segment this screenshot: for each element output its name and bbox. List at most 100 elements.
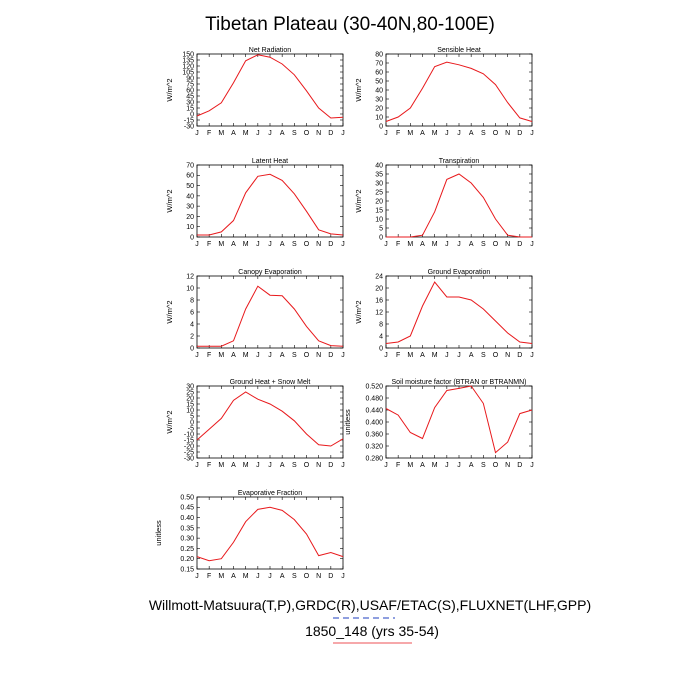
x-tick-label: M [432, 352, 438, 359]
y-tick-label: 10 [186, 224, 194, 231]
y-tick-label: 10 [186, 285, 194, 292]
y-tick-label: 0.50 [180, 494, 194, 501]
y-tick-label: 40 [186, 193, 194, 200]
x-tick-label: J [195, 241, 199, 248]
x-tick-label: M [243, 130, 249, 137]
x-tick-label: O [493, 352, 499, 359]
y-tick-label: -20 [184, 443, 194, 450]
y-tick-label: 50 [375, 78, 383, 85]
y-tick-label: 90 [186, 75, 194, 82]
y-tick-label: 20 [375, 105, 383, 112]
x-tick-label: S [481, 462, 486, 469]
x-tick-label: J [195, 573, 199, 580]
y-tick-label: 20 [375, 198, 383, 205]
series-line [196, 391, 344, 447]
y-tick-label: 0 [379, 345, 383, 352]
x-tick-label: A [280, 130, 285, 137]
y-tick-label: 0.520 [365, 383, 383, 390]
panel-8: Soil moisture factor (BTRAN or BTRANMN) J… [343, 379, 534, 469]
x-tick-label: M [432, 462, 438, 469]
panel-title: Ground Evaporation [428, 269, 491, 276]
x-tick-label: F [207, 241, 211, 248]
x-tick-label: D [328, 352, 333, 359]
x-tick-label: N [505, 130, 510, 137]
panel-title: Latent Heat [252, 158, 288, 165]
x-tick-label: J [530, 130, 534, 137]
x-tick-label: J [457, 352, 461, 359]
x-tick-label: J [341, 462, 345, 469]
y-axis-label: W/m^2 [354, 300, 363, 323]
y-tick-label: 30 [186, 383, 194, 390]
figure-title: Tibetan Plateau (30-40N,80-100E) [205, 14, 495, 35]
series-line [196, 506, 344, 562]
x-tick-label: D [517, 462, 522, 469]
y-tick-label: 0.480 [365, 395, 383, 402]
x-tick-label: J [268, 573, 272, 580]
y-tick-label: 20 [375, 285, 383, 292]
y-tick-label: 20 [186, 395, 194, 402]
x-tick-label: S [481, 241, 486, 248]
y-tick-label: 16 [375, 297, 383, 304]
x-tick-label: J [457, 130, 461, 137]
x-tick-label: M [218, 352, 224, 359]
plot-frame [196, 275, 344, 349]
x-tick-label: M [407, 130, 413, 137]
y-tick-label: 24 [375, 273, 383, 280]
x-tick-label: A [469, 462, 474, 469]
x-tick-label: F [396, 462, 400, 469]
x-tick-label: A [420, 241, 425, 248]
x-tick-label: O [493, 462, 499, 469]
x-tick-label: O [304, 130, 310, 137]
x-tick-label: N [316, 462, 321, 469]
x-tick-label: J [341, 573, 345, 580]
x-tick-label: N [505, 462, 510, 469]
y-tick-label: 8 [379, 321, 383, 328]
y-tick-label: 60 [375, 69, 383, 76]
panel-title: Canopy Evaporation [238, 269, 302, 276]
x-tick-label: J [384, 241, 388, 248]
y-tick-label: 35 [375, 171, 383, 178]
x-tick-label: M [218, 462, 224, 469]
y-tick-label: 0.25 [180, 546, 194, 553]
y-tick-label: 45 [186, 93, 194, 100]
x-tick-label: A [231, 241, 236, 248]
plot-frame [196, 53, 344, 127]
y-tick-label: 0 [190, 345, 194, 352]
x-tick-label: J [530, 462, 534, 469]
y-tick-label: 0 [190, 234, 194, 241]
series-line [197, 173, 344, 236]
y-tick-label: 5 [379, 225, 383, 232]
x-tick-label: J [195, 462, 199, 469]
y-axis-label: W/m^2 [165, 189, 174, 212]
x-tick-label: M [243, 352, 249, 359]
x-tick-label: S [481, 352, 486, 359]
y-tick-label: 0.440 [365, 407, 383, 414]
plot-frame [385, 164, 533, 238]
x-tick-label: J [268, 130, 272, 137]
x-tick-label: A [280, 462, 285, 469]
x-tick-label: A [231, 130, 236, 137]
x-tick-label: M [218, 241, 224, 248]
y-tick-label: 0.320 [365, 443, 383, 450]
x-tick-label: J [457, 241, 461, 248]
y-tick-label: 60 [186, 173, 194, 180]
x-tick-label: J [268, 241, 272, 248]
x-tick-label: S [292, 241, 297, 248]
x-tick-label: M [407, 241, 413, 248]
x-tick-label: S [292, 462, 297, 469]
x-tick-label: D [517, 130, 522, 137]
series-line [385, 281, 533, 344]
y-axis-label: W/m^2 [165, 410, 174, 433]
x-tick-label: O [304, 241, 310, 248]
footer-line-1: Willmott-Matsuura(T,P),GRDC(R),USAF/ETAC… [149, 597, 591, 613]
y-tick-label: 0 [190, 111, 194, 118]
y-axis-label: W/m^2 [354, 78, 363, 101]
x-tick-label: F [207, 573, 211, 580]
plot-frame [196, 385, 344, 459]
y-tick-label: 150 [182, 51, 194, 58]
y-tick-label: 12 [375, 309, 383, 316]
y-tick-label: 0.35 [180, 525, 194, 532]
